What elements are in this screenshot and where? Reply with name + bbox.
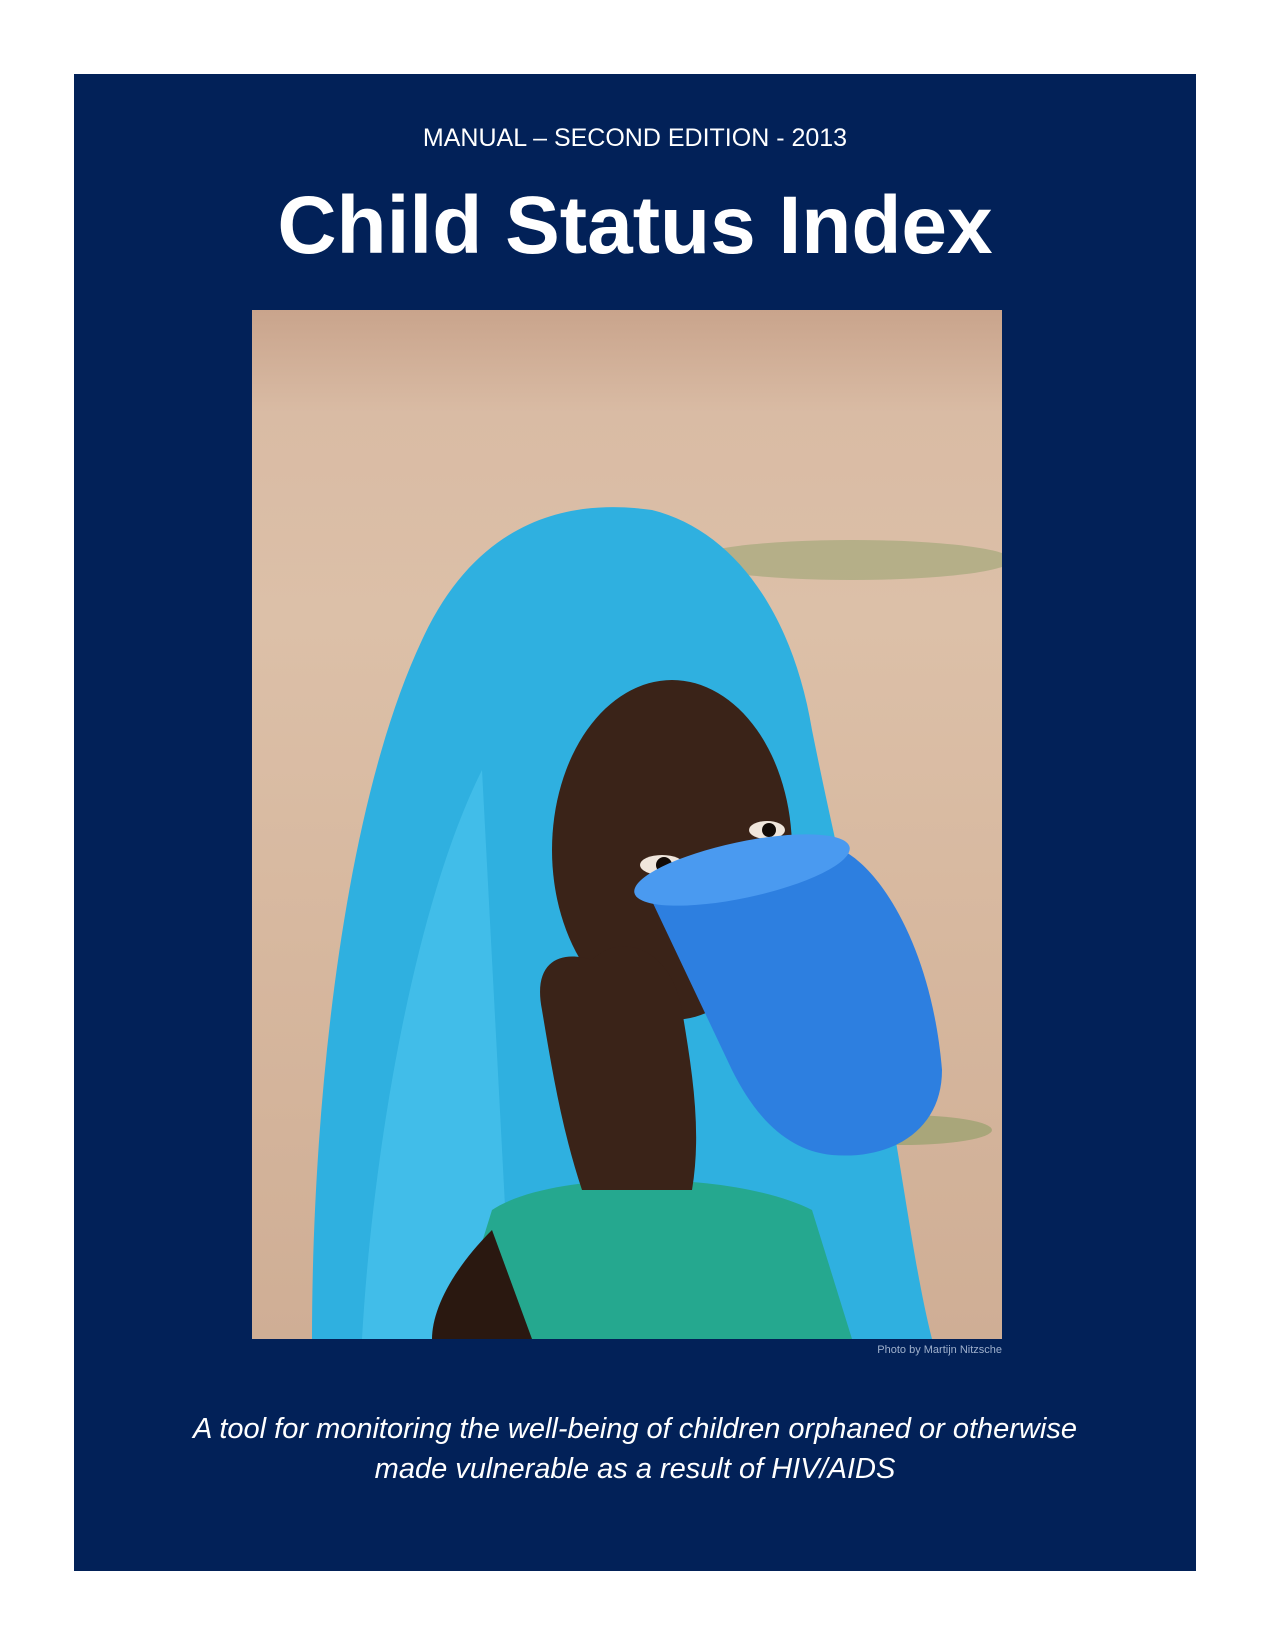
- photo-credit: Photo by Martijn Nitzsche: [877, 1344, 1002, 1356]
- document-title: Child Status Index: [277, 180, 993, 271]
- cover-photo: [252, 310, 1002, 1339]
- tagline-line-1: A tool for monitoring the well-being of …: [193, 1413, 1077, 1445]
- tagline-line-2: made vulnerable as a result of HIV/AIDS: [374, 1453, 896, 1485]
- cover-photo-illustration: [312, 507, 1002, 1339]
- edition-label: MANUAL – SECOND EDITION - 2013: [422, 124, 848, 152]
- tagline: A tool for monitoring the well-being of …: [74, 1409, 1196, 1489]
- cover-panel: MANUAL – SECOND EDITION - 2013 Child Sta…: [74, 74, 1196, 1571]
